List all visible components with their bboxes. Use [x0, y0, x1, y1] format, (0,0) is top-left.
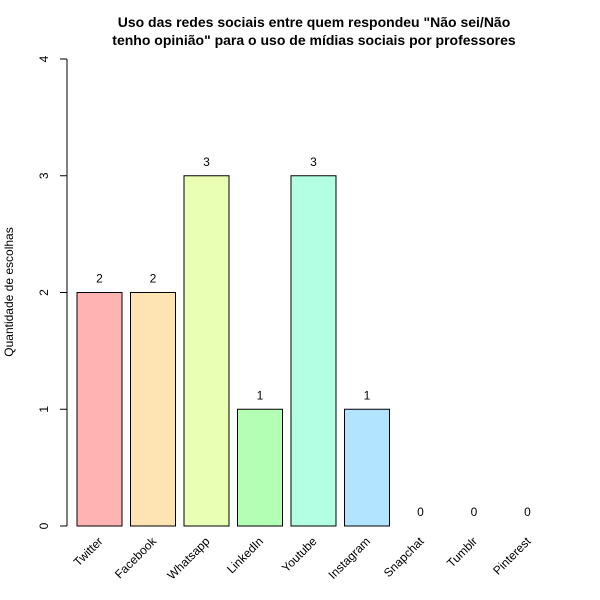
bar-value-label: 3: [203, 155, 210, 169]
y-tick-label: 1: [37, 406, 51, 413]
y-tick-label: 0: [37, 522, 51, 529]
x-category-label: Whatsapp: [165, 534, 213, 582]
y-axis-ticks: 0 1 2 3 4: [37, 55, 67, 529]
bar-youtube: [290, 175, 337, 527]
x-category-label: Facebook: [112, 534, 160, 582]
bar-value-label: 0: [524, 505, 531, 519]
bar-value-label: 1: [364, 388, 371, 402]
bar-linkedin: [237, 408, 283, 527]
bar-facebook: [130, 292, 176, 527]
x-axis-labels: Twitter Facebook Whatsapp LinkedIn Youtube In…: [71, 534, 534, 583]
x-category-label: Instagram: [325, 534, 373, 582]
x-category-label: Pinterest: [490, 534, 534, 578]
bar-instagram: [344, 408, 390, 527]
x-category-label: LinkedIn: [224, 534, 266, 576]
bar-value-label: 0: [471, 505, 478, 519]
bar-twitter: [76, 292, 123, 527]
chart-title-line-1: Uso das redes sociais entre quem respond…: [118, 14, 511, 30]
x-category-label: Twitter: [71, 534, 106, 569]
y-tick-label: 4: [37, 55, 51, 62]
x-category-label: Youtube: [279, 534, 320, 575]
bar-value-label: 1: [257, 388, 264, 402]
x-category-label: Snapchat: [381, 534, 427, 580]
bar-value-label: 2: [96, 272, 103, 286]
x-category-label: Tumblr: [444, 534, 480, 570]
bar-value-label: 0: [417, 505, 424, 519]
y-tick-label: 3: [37, 172, 51, 179]
chart-title-line-2: tenho opinião" para o uso de mídias soci…: [112, 32, 516, 48]
bar-whatsapp: [183, 175, 230, 527]
bar-value-label: 2: [150, 272, 157, 286]
y-axis-label: Quantidade de escolhas: [2, 227, 16, 356]
bars-group: 2 2 3 1 3 1 0 0 0: [76, 155, 531, 527]
bar-value-label: 3: [310, 155, 317, 169]
y-tick-label: 2: [37, 289, 51, 296]
